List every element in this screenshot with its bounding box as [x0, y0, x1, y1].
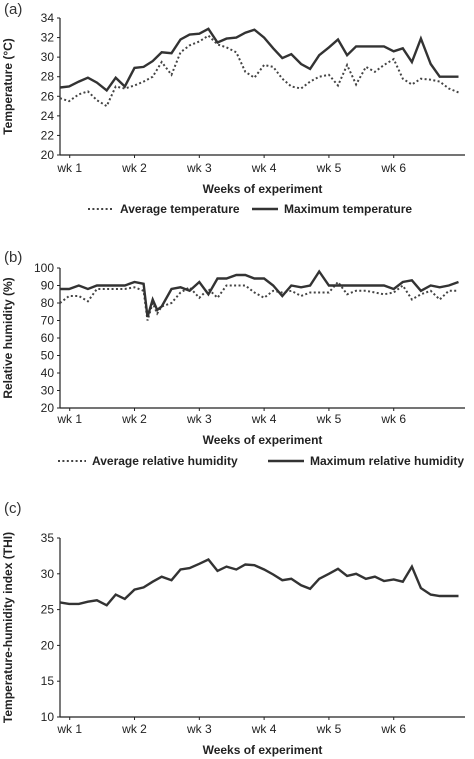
y-tick-label: 40: [41, 366, 55, 380]
y-tick-label: 30: [41, 384, 55, 398]
y-axis-title: Temperature-humidity index (THI): [1, 532, 15, 723]
x-tick-label: wk 3: [186, 161, 212, 175]
x-axis-title: Weeks of experiment: [203, 182, 323, 196]
y-tick-label: 90: [41, 279, 55, 293]
x-tick-label: wk 5: [316, 722, 342, 736]
thi-line: [59, 558, 459, 607]
panel-b: (b) 20 30 40 50 60 70 80 90 100 wk 1 wk 2 wk 3 wk 4 wk…: [1, 249, 465, 468]
x-tick-label: wk 3: [186, 722, 212, 736]
y-tick-label: 15: [41, 674, 55, 688]
y-tick-label: 25: [41, 603, 55, 617]
y-axis-title: Relative humidity (%): [1, 277, 15, 398]
x-tick-label: wk 6: [380, 161, 406, 175]
y-tick-label: 28: [41, 70, 55, 84]
x-tick-label: wk 4: [251, 722, 277, 736]
y-tick-label: 34: [41, 11, 55, 25]
maximum-temperature-line: [59, 27, 459, 93]
panel-label: (c): [4, 500, 22, 517]
x-tick-label: wk 4: [251, 412, 277, 426]
y-tick-label: 24: [41, 109, 55, 123]
x-tick-label: wk 2: [121, 161, 147, 175]
y-tick-label: 70: [41, 314, 55, 328]
legend-label: Maximum relative humidity: [310, 454, 464, 468]
panel-label: (b): [4, 249, 22, 266]
y-tick-label: 20: [41, 638, 55, 652]
y-tick-label: 80: [41, 296, 55, 310]
panel-label: (a): [4, 1, 22, 18]
x-tick-label: wk 1: [56, 722, 82, 736]
y-tick-label: 20: [41, 401, 55, 415]
legend-label: Average temperature: [120, 202, 240, 216]
x-tick-label: wk 3: [186, 412, 212, 426]
y-tick-label: 100: [34, 261, 54, 275]
x-tick-label: wk 2: [121, 722, 147, 736]
y-tick-label: 60: [41, 331, 55, 345]
legend-label: Maximum temperature: [284, 202, 412, 216]
x-tick-label: wk 1: [56, 161, 82, 175]
legend-label: Average relative humidity: [92, 454, 238, 468]
x-tick-label: wk 5: [316, 161, 342, 175]
y-tick-label: 10: [41, 710, 55, 724]
y-tick-label: 35: [41, 531, 55, 545]
panel-a: (a) 20 22 24 26 28 30 32 34 wk 1 wk 2 wk 3 wk 4 wk 5 w…: [1, 1, 465, 216]
y-tick-label: 30: [41, 50, 55, 64]
x-tick-label: wk 6: [380, 722, 406, 736]
x-axis-title: Weeks of experiment: [203, 743, 323, 757]
x-tick-label: wk 2: [121, 412, 147, 426]
y-axis-title: Temperature (°C): [1, 38, 15, 135]
y-tick-label: 26: [41, 89, 55, 103]
average-temperature-line: [59, 34, 459, 108]
y-tick-label: 32: [41, 31, 55, 45]
y-tick-label: 50: [41, 349, 55, 363]
y-tick-label: 22: [41, 128, 55, 142]
x-tick-label: wk 6: [380, 412, 406, 426]
y-tick-label: 30: [41, 567, 55, 581]
maximum-relative-humidity-line: [60, 269, 459, 318]
y-tick-label: 20: [41, 148, 55, 162]
panel-c: (c) 10 15 20 25 30 35 wk 1 wk 2 wk 3 wk 4 wk 5 wk 6 W…: [1, 500, 465, 757]
x-tick-label: wk 5: [316, 412, 342, 426]
x-tick-label: wk 1: [56, 412, 82, 426]
average-relative-humidity-line: [59, 280, 459, 321]
x-axis-title: Weeks of experiment: [203, 433, 323, 447]
x-tick-label: wk 4: [251, 161, 277, 175]
